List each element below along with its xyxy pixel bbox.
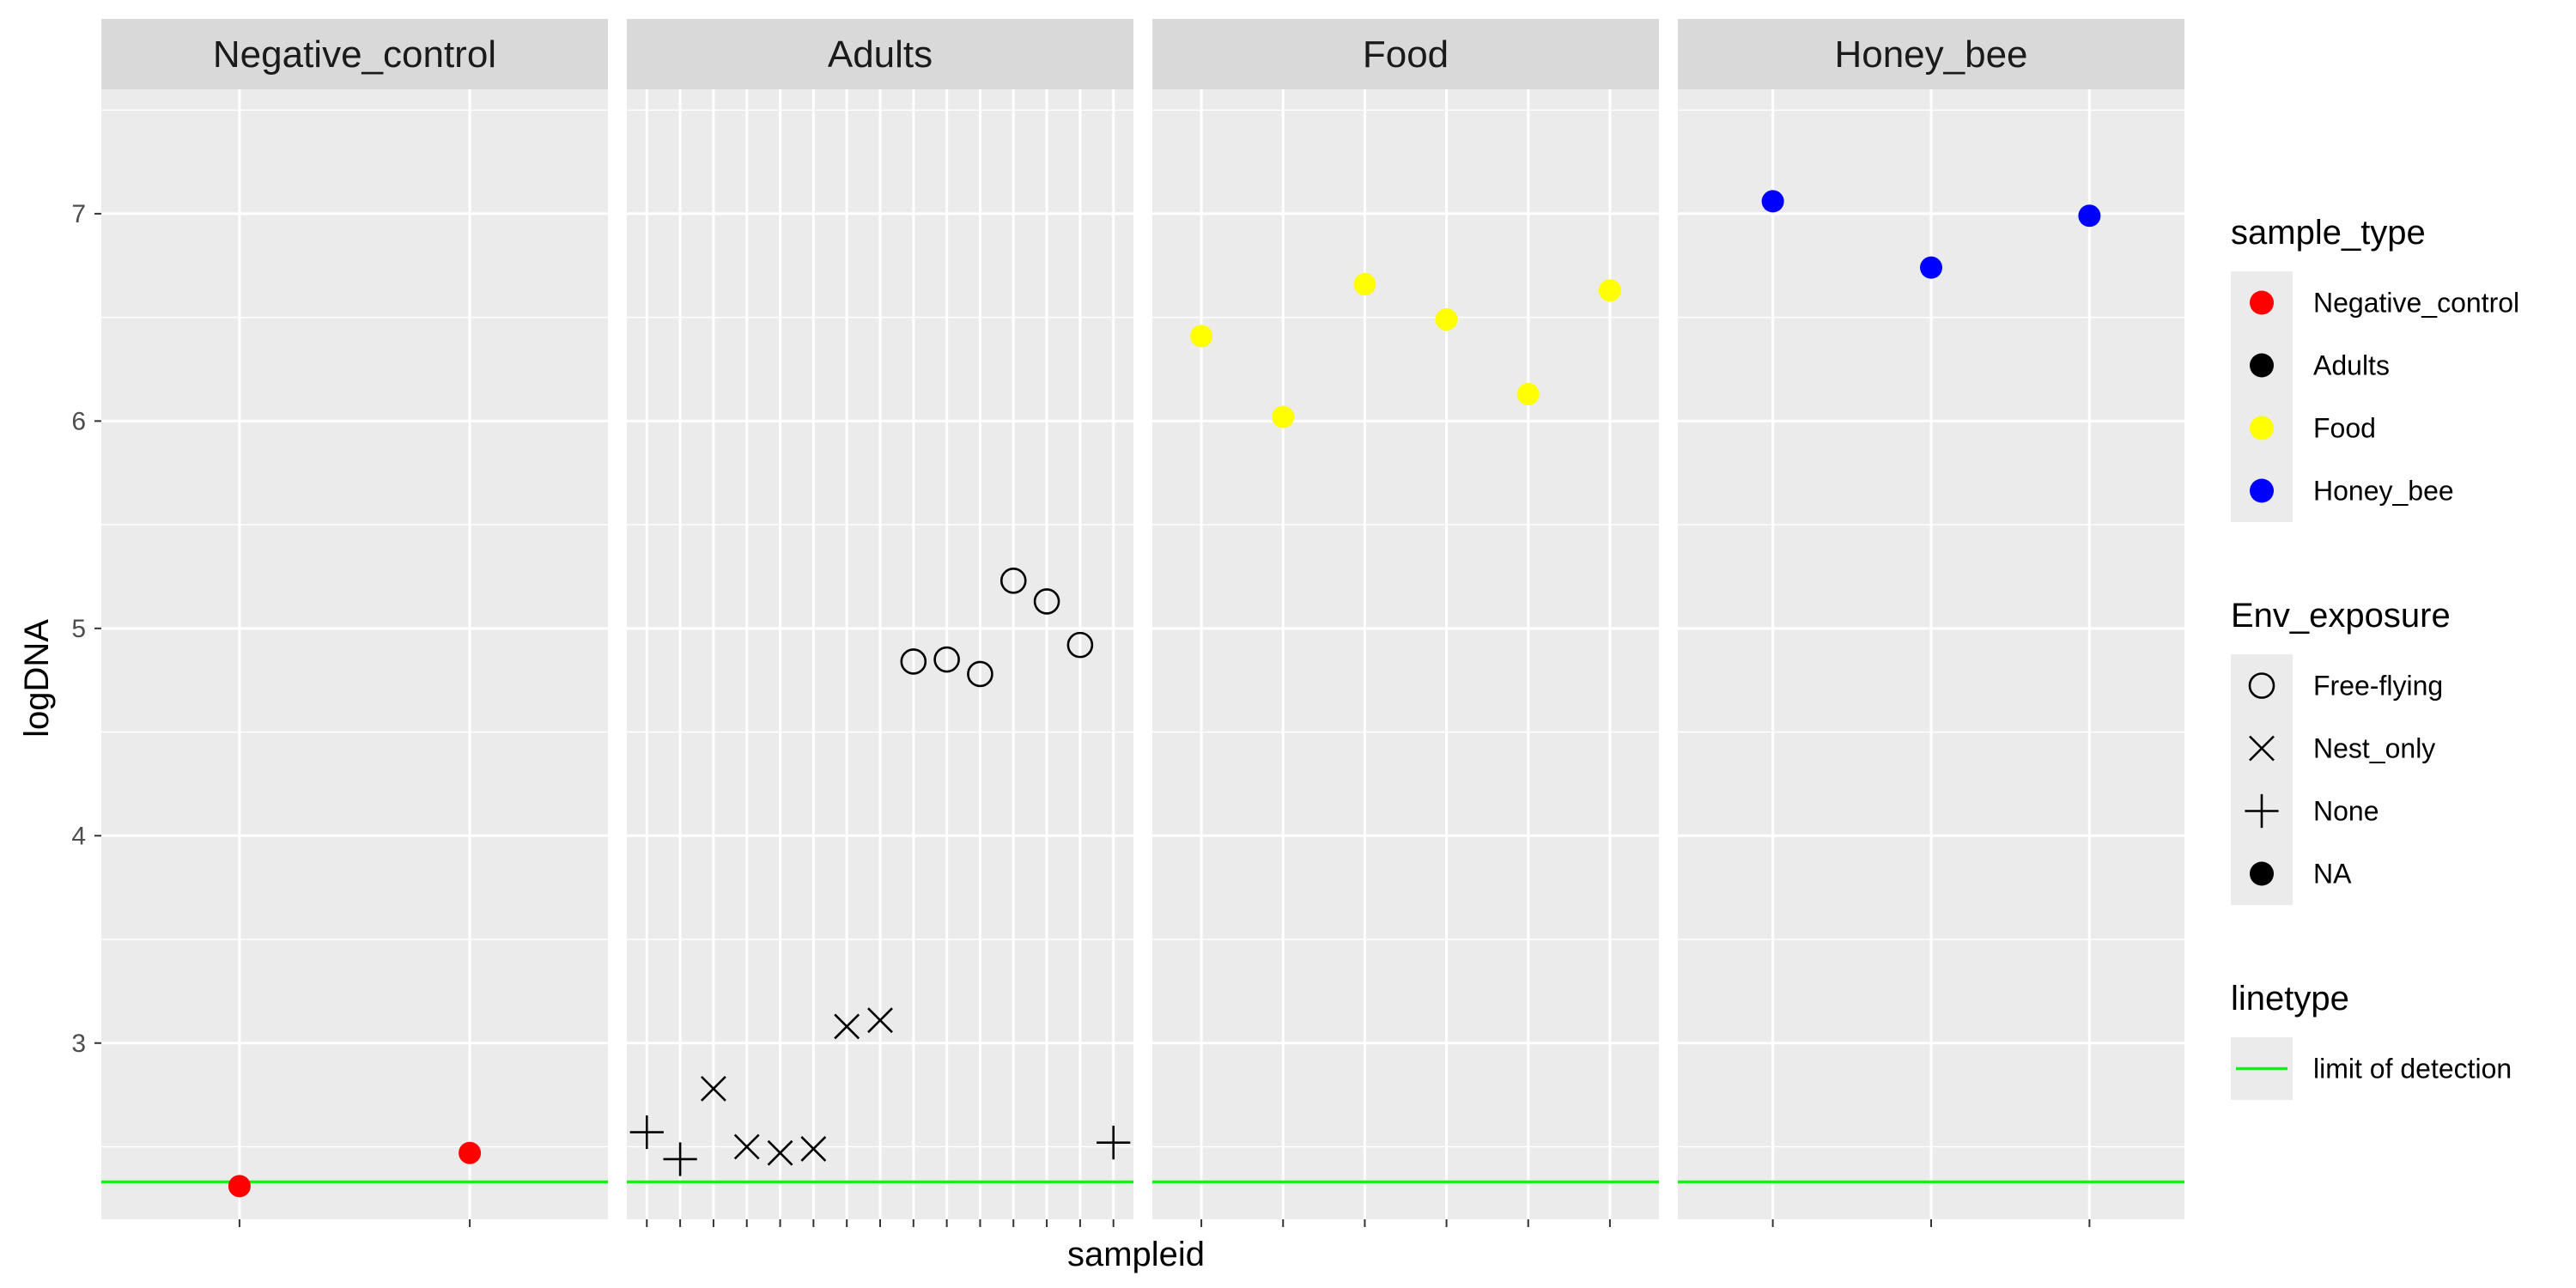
data-point <box>967 660 993 688</box>
y-tick-label: 3 <box>71 1030 86 1058</box>
data-point <box>663 1142 697 1176</box>
y-axis: 3 4 5 6 7 <box>71 200 101 1058</box>
facet-strip-label: Adults <box>828 33 933 76</box>
data-point <box>1353 272 1376 295</box>
data-point <box>1920 256 1942 279</box>
legend-key-symbol <box>2250 478 2274 503</box>
data-point <box>1066 631 1094 659</box>
legend-linetype: linetype limit of detection <box>2231 980 2512 1100</box>
legend: sample_type Negative_control Adults Food Hon… <box>2231 214 2519 1100</box>
data-point <box>1097 1126 1131 1160</box>
y-axis-title: logDNA <box>18 619 56 738</box>
data-point <box>459 1141 482 1164</box>
legend-key-symbol <box>2250 416 2274 440</box>
legend-item-label: Food <box>2313 413 2376 444</box>
x-axis-title: sampleid <box>1067 1236 1205 1273</box>
data-point <box>629 1115 664 1150</box>
y-tick-label: 4 <box>71 822 86 850</box>
facet-strip-label: Honey_bee <box>1834 33 2027 76</box>
data-point <box>2078 204 2101 228</box>
data-point <box>1435 308 1458 331</box>
legend-key-symbol <box>2245 793 2279 829</box>
data-point <box>767 1139 793 1166</box>
facet-Food: Food <box>1152 19 1659 1227</box>
data-point <box>701 1075 726 1102</box>
legend-key-symbol <box>2250 290 2274 315</box>
data-point <box>900 648 927 675</box>
facet-strip <box>101 19 608 89</box>
data-point <box>933 646 960 673</box>
data-point <box>1033 588 1060 615</box>
legend-item-label: NA <box>2313 859 2352 890</box>
legend-key-symbol <box>2250 861 2274 886</box>
data-point <box>834 1013 860 1040</box>
facet-panels: Negative_control Adults Food Honey_bee <box>101 19 2184 1227</box>
y-tick-label: 5 <box>71 615 86 643</box>
data-point <box>1761 190 1784 213</box>
legend-title: Env_exposure <box>2231 597 2451 635</box>
legend-Env_exposure: Env_exposure Free-flying Nest_only None NA <box>2231 597 2451 905</box>
facet-strip <box>1678 19 2184 89</box>
data-point <box>1190 325 1213 348</box>
legend-item-label: Negative_control <box>2313 288 2519 319</box>
data-point <box>1516 382 1540 405</box>
facet-Honey_bee: Honey_bee <box>1678 19 2184 1227</box>
data-point <box>733 1133 760 1160</box>
legend-title: sample_type <box>2231 214 2426 252</box>
panel-background <box>1152 89 1659 1219</box>
legend-key-background <box>2231 654 2293 717</box>
legend-title: linetype <box>2231 980 2349 1018</box>
facet-Adults: Adults <box>627 19 1133 1227</box>
data-point <box>1272 405 1295 428</box>
legend-sample_type: sample_type Negative_control Adults Food Hon… <box>2231 214 2519 522</box>
facet-strip-label: Negative_control <box>213 33 496 76</box>
legend-item-label: Nest_only <box>2313 733 2435 764</box>
panel-background <box>101 89 608 1219</box>
data-point <box>999 567 1027 594</box>
data-point <box>800 1135 827 1162</box>
facet-strip <box>1152 19 1659 89</box>
legend-item-label: Honey_bee <box>2313 476 2454 507</box>
legend-item-label: None <box>2313 796 2379 827</box>
legend-key-symbol <box>2248 672 2275 699</box>
y-tick-label: 6 <box>71 407 86 435</box>
facet-strip <box>627 19 1133 89</box>
facet-strip-label: Food <box>1363 33 1449 76</box>
y-tick-label: 7 <box>71 200 86 228</box>
legend-key-symbol <box>2250 353 2274 378</box>
legend-item-label: limit of detection <box>2313 1054 2512 1084</box>
data-point <box>1598 279 1621 302</box>
data-point <box>228 1175 251 1198</box>
legend-item-label: Free-flying <box>2313 671 2443 702</box>
legend-item-label: Adults <box>2313 350 2390 381</box>
facet-Negative_control: Negative_control <box>101 19 608 1227</box>
data-point <box>867 1007 893 1034</box>
legend-key-symbol <box>2249 735 2275 762</box>
